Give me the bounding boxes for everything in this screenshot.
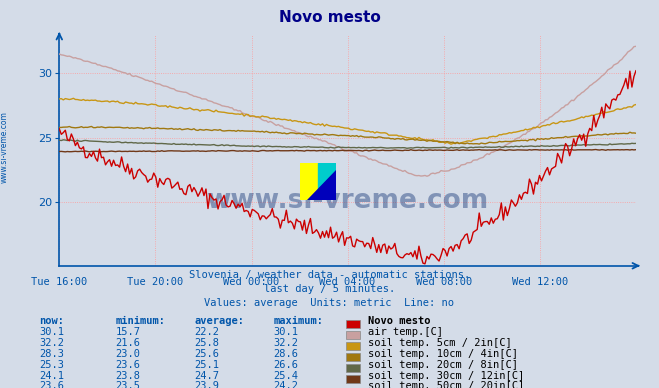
Text: www.si-vreme.com: www.si-vreme.com: [206, 188, 489, 214]
Text: now:: now:: [40, 316, 65, 326]
Text: Novo mesto: Novo mesto: [279, 10, 380, 25]
Text: 23.6: 23.6: [115, 360, 140, 370]
Text: 26.6: 26.6: [273, 360, 299, 370]
Text: minimum:: minimum:: [115, 316, 165, 326]
Text: 15.7: 15.7: [115, 327, 140, 337]
Text: Tue 16:00: Tue 16:00: [31, 277, 88, 288]
Text: 24.7: 24.7: [194, 371, 219, 381]
Text: 23.6: 23.6: [40, 381, 65, 388]
Text: 24.2: 24.2: [273, 381, 299, 388]
Text: maximum:: maximum:: [273, 316, 324, 326]
Bar: [318, 163, 336, 200]
Polygon shape: [307, 170, 336, 200]
Text: www.si-vreme.com: www.si-vreme.com: [0, 111, 9, 184]
Text: Slovenia / weather data - automatic stations.: Slovenia / weather data - automatic stat…: [189, 270, 470, 280]
Text: 25.6: 25.6: [194, 349, 219, 359]
Text: average:: average:: [194, 316, 244, 326]
Text: 30.1: 30.1: [273, 327, 299, 337]
Text: soil temp. 20cm / 8in[C]: soil temp. 20cm / 8in[C]: [368, 360, 518, 370]
Text: soil temp. 10cm / 4in[C]: soil temp. 10cm / 4in[C]: [368, 349, 518, 359]
Text: Novo mesto: Novo mesto: [368, 316, 430, 326]
Text: 24.1: 24.1: [40, 371, 65, 381]
Text: 23.0: 23.0: [115, 349, 140, 359]
Text: 25.8: 25.8: [194, 338, 219, 348]
Text: 22.2: 22.2: [194, 327, 219, 337]
Text: soil temp. 50cm / 20in[C]: soil temp. 50cm / 20in[C]: [368, 381, 524, 388]
Text: Wed 12:00: Wed 12:00: [511, 277, 568, 288]
Text: 21.6: 21.6: [115, 338, 140, 348]
Text: 23.8: 23.8: [115, 371, 140, 381]
Bar: [300, 163, 318, 200]
Text: 23.5: 23.5: [115, 381, 140, 388]
Text: 25.4: 25.4: [273, 371, 299, 381]
Text: 25.3: 25.3: [40, 360, 65, 370]
Text: Wed 08:00: Wed 08:00: [416, 277, 472, 288]
Text: 28.3: 28.3: [40, 349, 65, 359]
Text: 32.2: 32.2: [40, 338, 65, 348]
Text: soil temp. 5cm / 2in[C]: soil temp. 5cm / 2in[C]: [368, 338, 511, 348]
Text: 23.9: 23.9: [194, 381, 219, 388]
Text: 28.6: 28.6: [273, 349, 299, 359]
Text: Tue 20:00: Tue 20:00: [127, 277, 184, 288]
Text: Wed 00:00: Wed 00:00: [223, 277, 279, 288]
Text: 25.1: 25.1: [194, 360, 219, 370]
Text: air temp.[C]: air temp.[C]: [368, 327, 443, 337]
Text: soil temp. 30cm / 12in[C]: soil temp. 30cm / 12in[C]: [368, 371, 524, 381]
Text: 32.2: 32.2: [273, 338, 299, 348]
Text: 30.1: 30.1: [40, 327, 65, 337]
Text: last day / 5 minutes.: last day / 5 minutes.: [264, 284, 395, 294]
Text: Values: average  Units: metric  Line: no: Values: average Units: metric Line: no: [204, 298, 455, 308]
Text: Wed 04:00: Wed 04:00: [320, 277, 376, 288]
